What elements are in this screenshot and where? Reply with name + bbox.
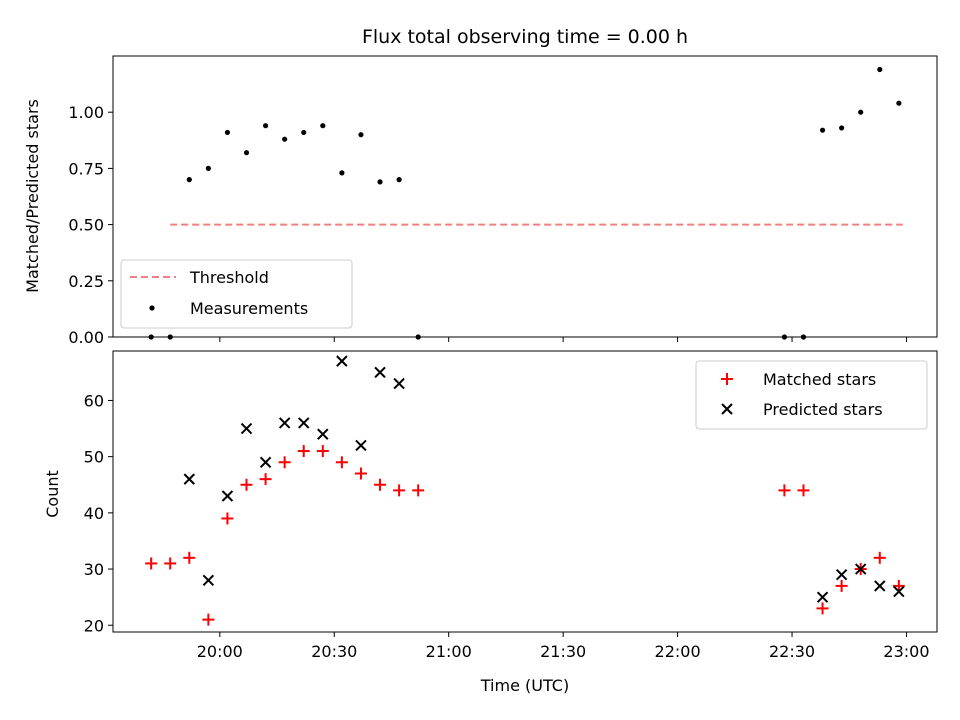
matched-stars-point (412, 484, 425, 497)
legend-measurements-swatch (149, 305, 155, 311)
predicted-stars-point (336, 355, 348, 367)
chart-title: Flux total observing time = 0.00 h (362, 26, 688, 48)
top-axes-frame (112, 55, 938, 338)
top-legend-box (120, 259, 353, 329)
bottom-legend-box (695, 360, 928, 430)
predicted-stars-point (874, 580, 886, 592)
matched-stars-point (835, 579, 848, 592)
matched-stars-point (145, 557, 158, 570)
matched-stars-point (297, 445, 310, 458)
x-axis-label: Time (UTC) (480, 676, 569, 695)
x-tick-label: 22:00 (655, 642, 701, 661)
measurement-point (358, 132, 364, 138)
measurement-point (877, 66, 883, 73)
matched-stars-point (183, 551, 196, 564)
top-panel: 0.00 0.25 0.50 0.75 1.00 Matched/Predicted s… (23, 55, 938, 347)
bottom-y-tick-label: 30 (84, 560, 104, 579)
matched-stars-point (278, 456, 291, 469)
x-tick-label: 21:30 (540, 642, 586, 661)
predicted-stars-point (183, 473, 196, 485)
measurement-point (205, 165, 211, 171)
predicted-stars-point (202, 574, 215, 587)
predicted-stars-point (854, 563, 867, 575)
matched-stars-point (892, 579, 905, 592)
matched-stars-point (354, 467, 367, 480)
predicted-stars-point (374, 366, 386, 379)
measurement-point (243, 150, 250, 156)
matched-stars-point (240, 478, 253, 491)
bottom-series-layer (145, 355, 905, 626)
measurement-point (301, 129, 307, 136)
measurement-point (339, 170, 345, 176)
x-tick-label: 20:30 (311, 642, 357, 661)
top-x-axis-ticks (219, 337, 907, 342)
predicted-stars-point (835, 568, 848, 581)
measurement-point (839, 125, 845, 131)
matched-stars-point (393, 484, 406, 497)
predicted-stars-point (317, 428, 329, 440)
matched-stars-point (259, 473, 272, 486)
matched-stars-point (316, 445, 329, 458)
bottom-y-axis-label: Count (43, 470, 62, 518)
matched-stars-point (797, 484, 810, 497)
predicted-stars-point (259, 456, 272, 468)
x-tick-label: 20:00 (197, 642, 243, 661)
measurement-point (858, 109, 864, 115)
matched-stars-point (164, 557, 177, 570)
measurement-point (224, 129, 231, 136)
top-y-tick-label: 0.50 (68, 216, 104, 235)
legend-matched-label: Matched stars (763, 370, 876, 389)
legend-predicted-swatch (721, 403, 733, 415)
x-tick-label: 21:00 (426, 642, 472, 661)
top-y-axis-ticks: 0.00 0.25 0.50 0.75 1.00 (68, 103, 113, 347)
bottom-y-axis-ticks: 20 30 40 50 60 (84, 391, 113, 635)
legend-measurements-label: Measurements (190, 299, 308, 318)
bottom-y-tick-label: 40 (84, 504, 104, 523)
legend-threshold-label: Threshold (189, 268, 269, 287)
top-y-axis-label: Matched/Predicted stars (23, 99, 42, 293)
top-y-tick-label: 0.75 (68, 159, 104, 178)
measurement-point (819, 127, 826, 133)
top-y-tick-label: 1.00 (68, 103, 104, 122)
predicted-stars-point (298, 417, 310, 429)
measurement-point (282, 136, 288, 142)
measurement-point (262, 123, 269, 129)
legend-predicted-label: Predicted stars (763, 400, 883, 419)
measurement-point (396, 177, 402, 183)
bottom-y-tick-label: 60 (84, 391, 104, 410)
matched-stars-point (816, 602, 829, 615)
matched-stars-point (335, 456, 348, 469)
predicted-stars-point (393, 377, 405, 390)
predicted-stars-point (240, 422, 253, 435)
predicted-stars-point (221, 490, 234, 502)
matched-stars-point (374, 478, 387, 491)
bottom-y-tick-label: 20 (84, 616, 104, 635)
predicted-stars-point (278, 417, 291, 429)
bottom-x-axis-ticks: 20:00 20:30 21:00 21:30 22:00 22:30 23:00 (197, 632, 930, 661)
matched-stars-point (778, 484, 791, 497)
matched-stars-point (221, 512, 234, 525)
measurement-point (896, 100, 902, 106)
predicted-stars-point (355, 439, 367, 452)
predicted-stars-point (816, 591, 829, 603)
bottom-y-tick-label: 50 (84, 448, 104, 467)
measurement-point (320, 123, 326, 129)
top-legend: Threshold Measurements (120, 259, 353, 329)
top-y-tick-label: 0.00 (68, 328, 104, 347)
top-y-tick-label: 0.25 (68, 272, 104, 291)
bottom-panel: 20 30 40 50 60 20:00 20:30 21:00 21:30 22:00 22:3… (43, 350, 938, 695)
x-tick-label: 22:30 (769, 642, 815, 661)
matched-stars-point (873, 551, 886, 564)
measurement-point (377, 179, 383, 185)
bottom-axes-frame (112, 350, 938, 633)
predicted-stars-point (893, 585, 905, 598)
x-tick-label: 23:00 (883, 642, 929, 661)
legend-matched-swatch (721, 373, 733, 385)
measurement-point (186, 177, 192, 183)
bottom-legend: Matched stars Predicted stars (695, 360, 928, 430)
matched-stars-point (202, 613, 215, 626)
